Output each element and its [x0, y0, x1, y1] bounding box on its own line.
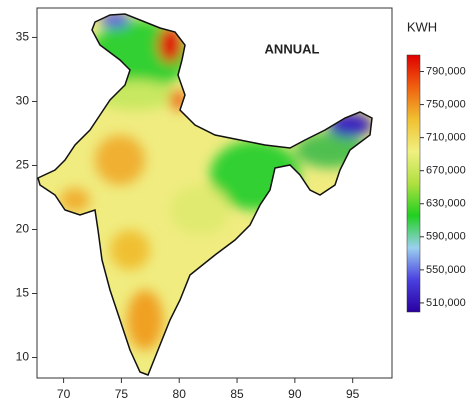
x-tick-label: 75	[115, 387, 129, 401]
x-tick-label: 95	[346, 387, 360, 401]
y-tick-label: 35	[16, 30, 30, 44]
x-tick-label: 85	[230, 387, 244, 401]
x-tick-label: 70	[57, 387, 71, 401]
colorbar-tick-label: 670,000	[426, 165, 466, 177]
x-tick-label: 80	[173, 387, 187, 401]
colorbar	[406, 54, 421, 313]
y-tick-label: 25	[16, 158, 30, 172]
x-tick-label: 90	[288, 387, 302, 401]
colorbar-tick-label: 710,000	[426, 132, 466, 144]
colorbar-tick-label: 790,000	[426, 65, 466, 77]
colorbar-tick-label: 510,000	[426, 297, 466, 309]
y-tick-label: 15	[16, 286, 30, 300]
colorbar-label: KWH	[407, 19, 437, 34]
map-title: ANNUAL	[265, 41, 320, 56]
colorbar-tick-label: 590,000	[426, 231, 466, 243]
y-tick-label: 10	[16, 350, 30, 364]
y-tick-label: 30	[16, 94, 30, 108]
colorbar-tick-label: 550,000	[426, 264, 466, 276]
colorbar-tick-label: 750,000	[426, 98, 466, 110]
colorbar-tick-label: 630,000	[426, 198, 466, 210]
y-tick-label: 20	[16, 222, 30, 236]
